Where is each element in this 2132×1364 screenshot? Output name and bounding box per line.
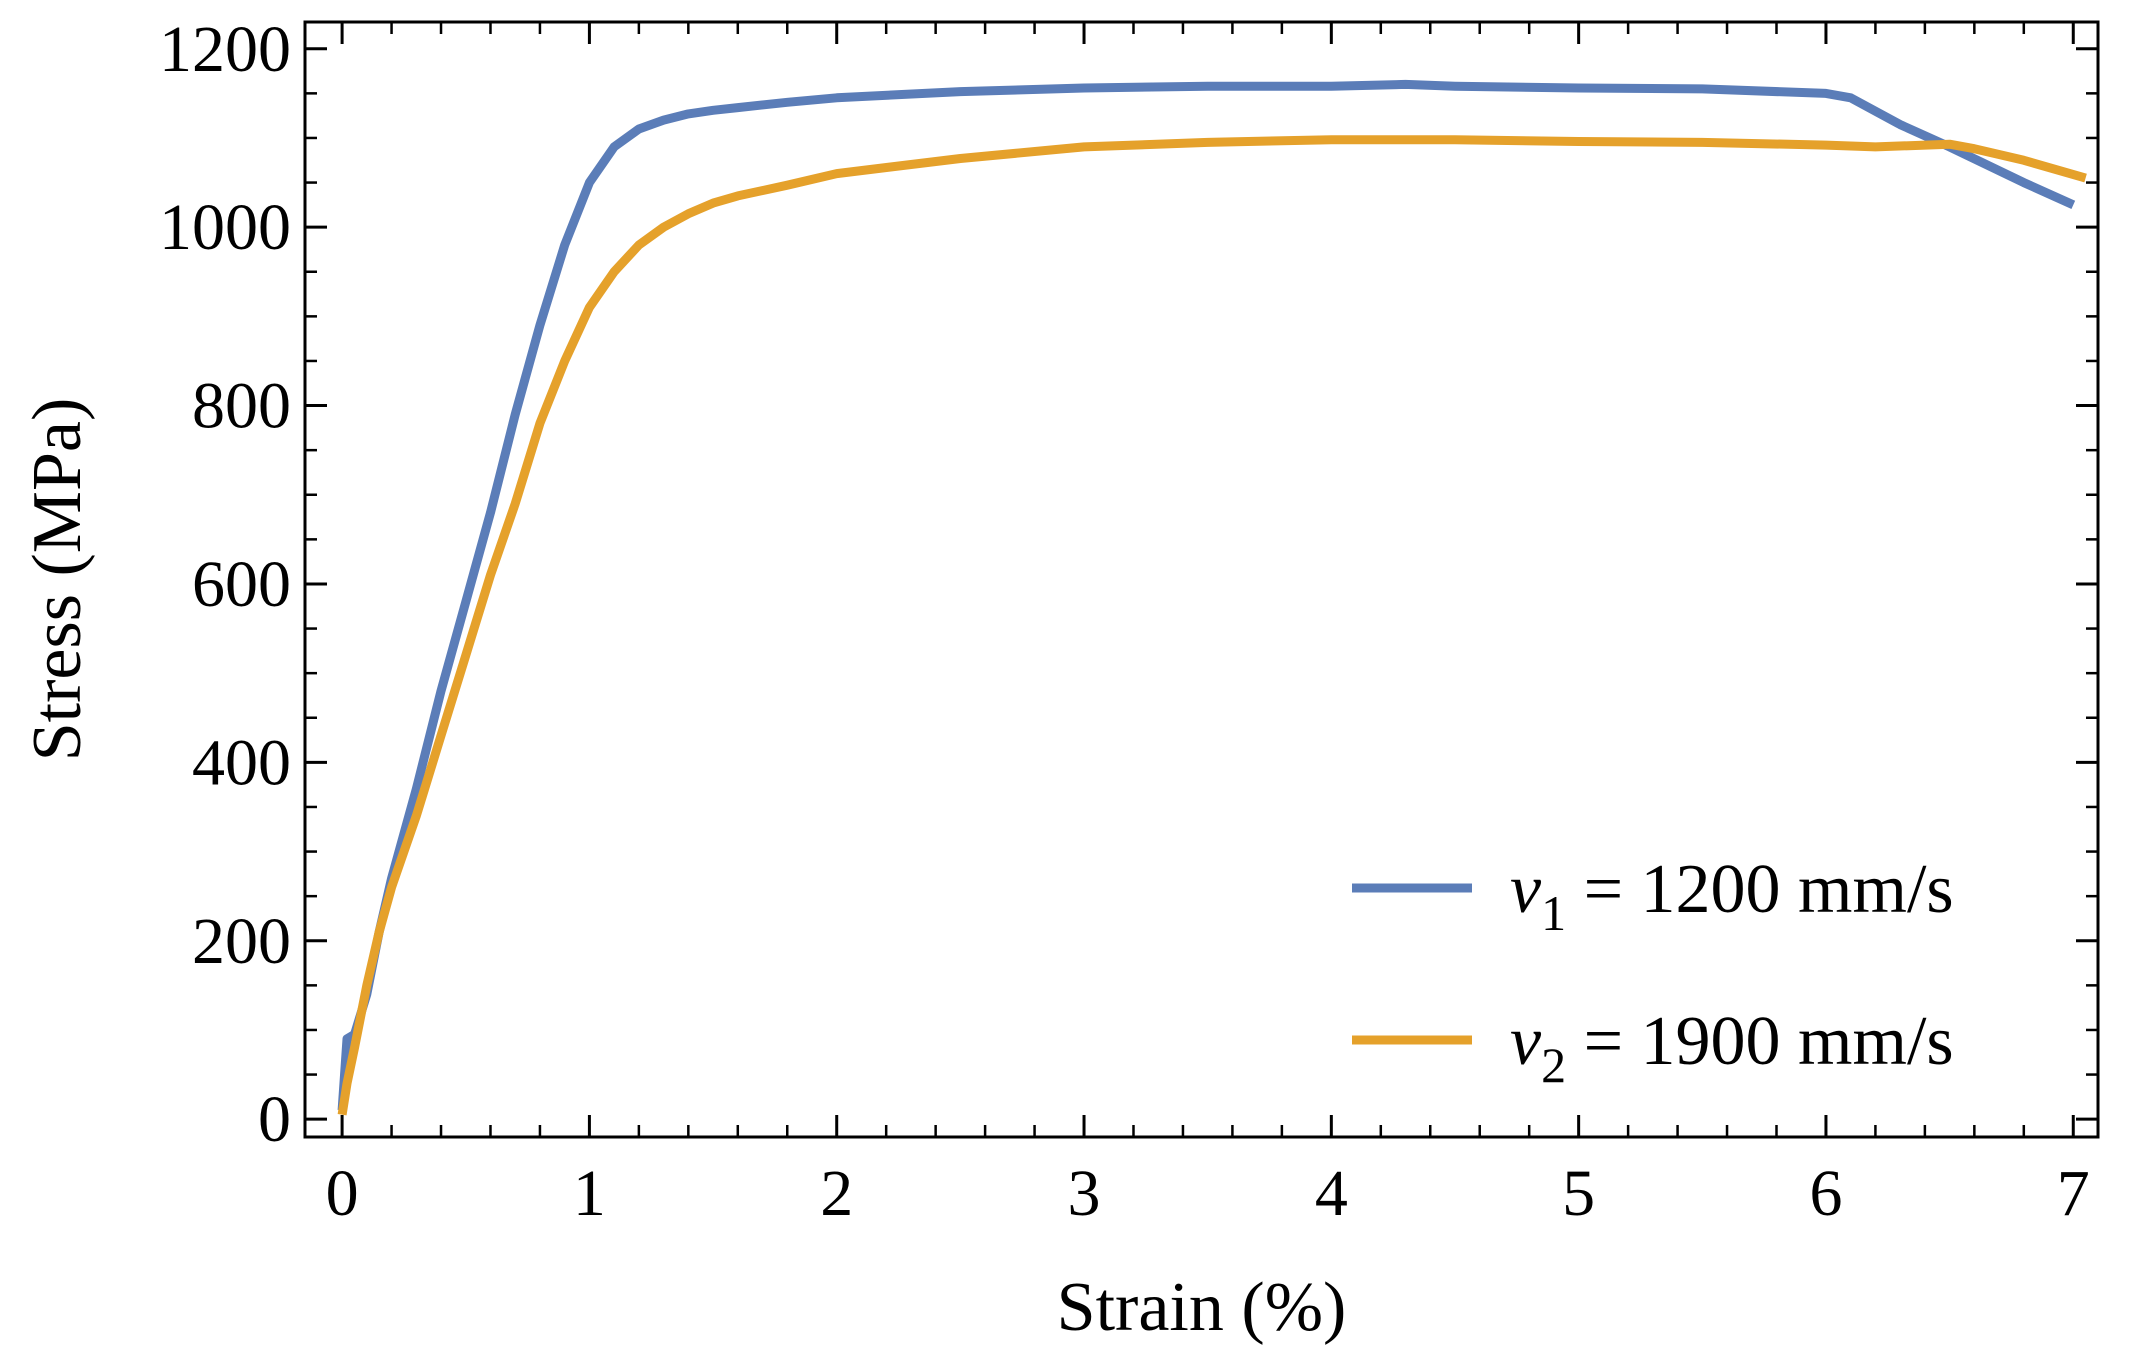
y-tick-label: 200 <box>192 905 291 978</box>
x-tick-label: 0 <box>326 1157 359 1230</box>
data-series <box>337 79 2087 1116</box>
y-tick-label: 1200 <box>159 13 291 86</box>
x-tick-label: 7 <box>2057 1157 2090 1230</box>
x-tick-label: 6 <box>1809 1157 1842 1230</box>
tick-labels: 0 1 2 3 4 5 6 7 0 200 400 600 800 1000 1200 <box>159 13 2090 1230</box>
y-tick-label: 600 <box>192 548 291 621</box>
y-tick-label: 400 <box>192 726 291 799</box>
series-line-2 <box>337 135 2087 1116</box>
x-axis-title: Strain (%) <box>1057 1269 1347 1346</box>
y-tick-label: 800 <box>192 370 291 443</box>
x-tick-label: 5 <box>1562 1157 1595 1230</box>
x-tick-label: 2 <box>820 1157 853 1230</box>
x-tick-label: 3 <box>1068 1157 1101 1230</box>
legend-label-1: v1 = 1200 mm/s <box>1510 851 1954 941</box>
legend-label-2: v2 = 1900 mm/s <box>1510 1003 1954 1093</box>
legend: v1 = 1200 mm/s v2 = 1900 mm/s <box>1352 851 1954 1093</box>
axis-ticks <box>305 22 2098 1137</box>
y-axis-title: Stress (MPa) <box>19 398 96 762</box>
series-line-1 <box>337 79 2076 1111</box>
y-tick-label: 0 <box>258 1083 291 1156</box>
y-tick-label: 1000 <box>159 191 291 264</box>
plot-frame <box>303 20 2100 1139</box>
x-tick-label: 4 <box>1315 1157 1348 1230</box>
x-tick-label: 1 <box>573 1157 606 1230</box>
